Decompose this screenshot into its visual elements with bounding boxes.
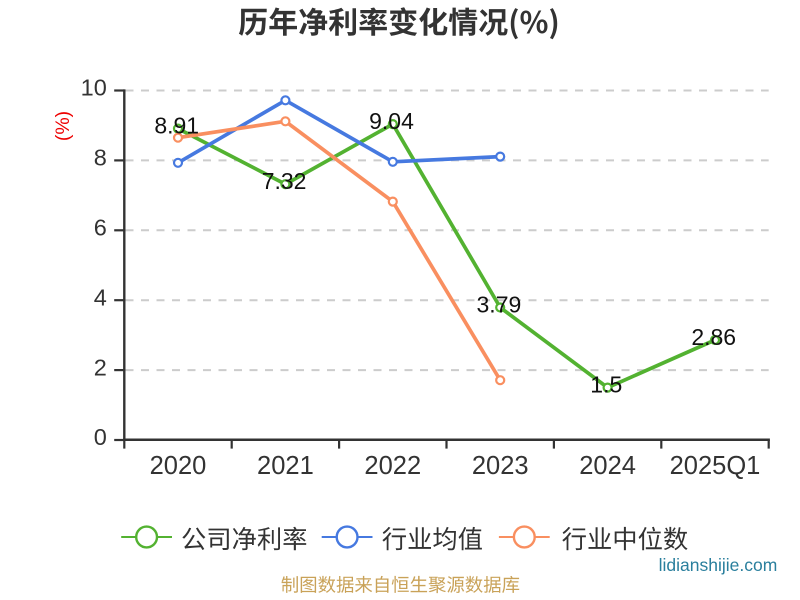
svg-text:2.86: 2.86 (691, 324, 736, 350)
svg-text:2022: 2022 (364, 452, 421, 480)
svg-text:2020: 2020 (150, 452, 207, 480)
svg-text:2023: 2023 (472, 452, 529, 480)
svg-text:10: 10 (81, 75, 107, 101)
svg-text:8: 8 (94, 145, 107, 171)
svg-text:7.32: 7.32 (262, 168, 307, 194)
svg-text:4: 4 (94, 284, 107, 310)
svg-text:(%): (%) (52, 111, 74, 141)
svg-text:9.04: 9.04 (369, 108, 414, 134)
svg-text:2021: 2021 (257, 452, 314, 480)
svg-text:1.5: 1.5 (590, 371, 622, 397)
svg-text:6: 6 (94, 215, 107, 241)
svg-text:2025Q1: 2025Q1 (670, 452, 761, 480)
svg-text:3.79: 3.79 (477, 291, 522, 317)
svg-text:0: 0 (94, 424, 107, 450)
svg-text:2024: 2024 (579, 452, 636, 480)
svg-text:8.91: 8.91 (154, 112, 199, 138)
svg-text:lidianshijie.com: lidianshijie.com (659, 555, 778, 575)
svg-text:2: 2 (94, 354, 107, 380)
